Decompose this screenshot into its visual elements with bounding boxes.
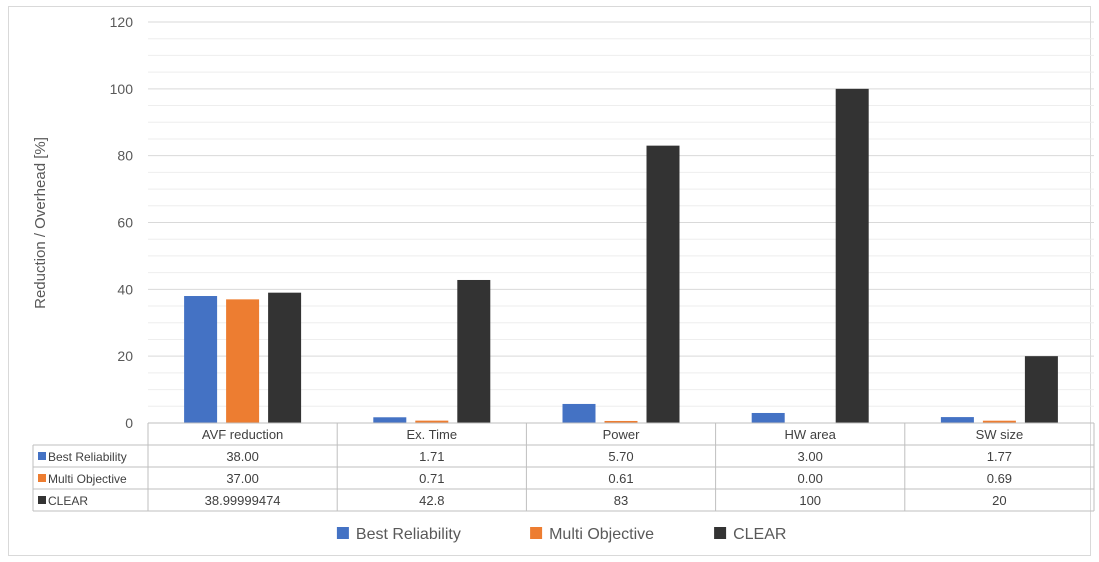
- bar-multi-objective: [604, 420, 638, 423]
- table-cell-value: 83: [614, 493, 628, 508]
- legend-label: CLEAR: [733, 526, 786, 543]
- category-label: AVF reduction: [202, 427, 283, 442]
- gridlines: [148, 21, 1094, 424]
- chart-frame: [8, 6, 1091, 556]
- y-tick-label: 40: [117, 281, 133, 297]
- bar-best-reliability: [940, 417, 974, 423]
- table-series-name: Multi Objective: [48, 472, 127, 486]
- legend-label: Best Reliability: [356, 526, 461, 543]
- table-cell-value: 38.99999474: [205, 493, 281, 508]
- table-legend-key: [38, 452, 46, 460]
- table-cell-value: 100: [799, 493, 821, 508]
- bar-best-reliability: [373, 417, 407, 423]
- table-cell-value: 37.00: [226, 471, 259, 486]
- bars: [184, 88, 1058, 423]
- table-cell-value: 20: [992, 493, 1006, 508]
- table-cell-value: 1.71: [419, 449, 444, 464]
- bar-multi-objective: [982, 420, 1016, 423]
- table-cell-value: 0.71: [419, 471, 444, 486]
- bar-clear: [1024, 356, 1058, 423]
- legend-swatch: [336, 527, 349, 539]
- bar-multi-objective: [226, 299, 260, 423]
- bar-clear: [457, 279, 491, 423]
- y-tick-label: 80: [117, 148, 133, 164]
- table-cell-value: 5.70: [608, 449, 633, 464]
- legend: Best Reliability Multi Objective CLEAR: [336, 526, 786, 543]
- bar-clear: [646, 145, 680, 423]
- category-label: HW area: [785, 427, 837, 442]
- table-cell-value: 0.61: [608, 471, 633, 486]
- bar-clear: [268, 292, 302, 423]
- y-axis-ticks: 0 20 40 60 80 100 120: [110, 14, 134, 431]
- bar-best-reliability: [184, 296, 218, 423]
- bar-best-reliability: [562, 403, 596, 423]
- y-axis-title: Reduction / Overhead [%]: [32, 137, 49, 309]
- bar-multi-objective: [415, 420, 449, 423]
- table-cell-value: 42.8: [419, 493, 444, 508]
- category-label: Power: [603, 427, 641, 442]
- y-tick-label: 120: [110, 14, 134, 30]
- category-label: Ex. Time: [407, 427, 458, 442]
- y-tick-label: 0: [125, 415, 133, 431]
- legend-swatch: [714, 527, 727, 539]
- table-series-name: CLEAR: [48, 494, 88, 508]
- table-cell-value: 38.00: [226, 449, 259, 464]
- bar-clear: [835, 88, 869, 423]
- y-tick-label: 100: [110, 81, 134, 97]
- table-legend-key: [38, 496, 46, 504]
- legend-label: Multi Objective: [549, 526, 654, 543]
- y-tick-label: 20: [117, 348, 133, 364]
- legend-swatch: [530, 527, 543, 539]
- table-legend-key: [38, 474, 46, 482]
- category-label: SW size: [976, 427, 1024, 442]
- table-cell-value: 3.00: [798, 449, 823, 464]
- table-cell-value: 1.77: [987, 449, 1012, 464]
- table-cell-value: 0.00: [798, 471, 823, 486]
- bar-best-reliability: [751, 412, 785, 423]
- table-cell-value: 0.69: [987, 471, 1012, 486]
- data-table: AVF reduction Ex. Time Power HW area SW size…: [32, 422, 1095, 512]
- y-tick-label: 60: [117, 215, 133, 231]
- table-series-name: Best Reliability: [48, 450, 127, 464]
